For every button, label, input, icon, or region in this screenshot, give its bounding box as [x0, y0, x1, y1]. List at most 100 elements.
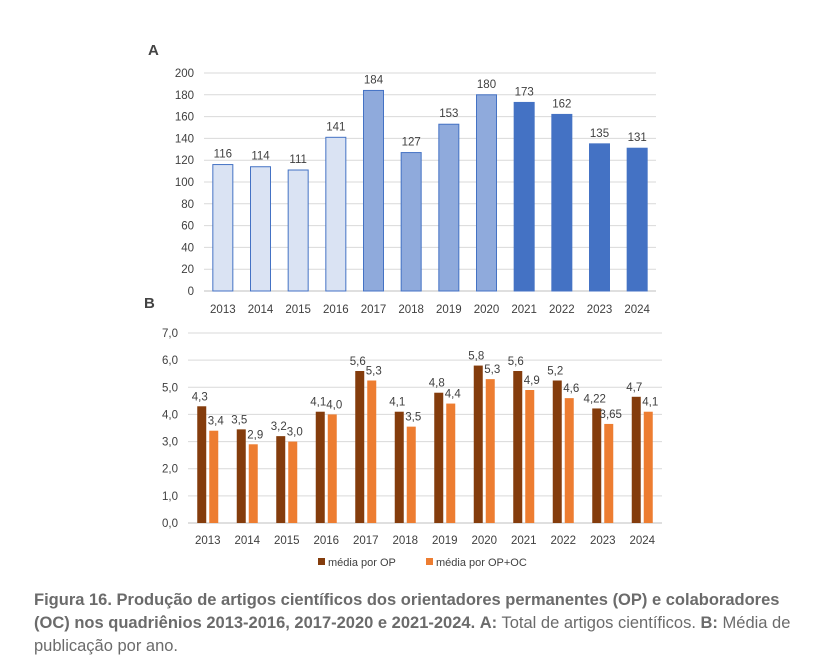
x-tick-label: 2021 [511, 535, 537, 547]
x-tick-label: 2020 [471, 535, 497, 547]
x-tick-label: 2014 [234, 535, 260, 547]
data-label: 4,1 [642, 397, 658, 409]
bar [438, 123, 460, 292]
bar [643, 411, 653, 523]
y-tick-label: 7,0 [162, 328, 178, 340]
data-label: 4,1 [310, 397, 326, 409]
data-label: 3,5 [231, 414, 247, 426]
data-label: 4,1 [389, 397, 405, 409]
y-tick-label: 40 [181, 242, 194, 254]
data-label: 141 [326, 121, 345, 133]
data-label: 3,0 [287, 427, 303, 439]
data-label: 5,3 [366, 366, 382, 378]
y-tick-label: 0 [188, 286, 194, 298]
bar [592, 408, 602, 523]
x-tick-label: 2018 [392, 535, 418, 547]
data-label: 3,2 [271, 421, 287, 433]
x-tick-label: 2019 [432, 535, 458, 547]
x-tick-label: 2016 [323, 304, 349, 316]
y-tick-label: 2,0 [162, 464, 178, 476]
bar [325, 136, 347, 292]
bar [406, 426, 416, 523]
bar [564, 398, 574, 523]
data-label: 2,9 [247, 429, 263, 441]
y-tick-label: 0,0 [162, 518, 178, 530]
data-label: 5,3 [484, 364, 500, 376]
data-label: 5,2 [547, 366, 563, 378]
y-tick-label: 6,0 [162, 355, 178, 367]
x-tick-label: 2022 [549, 304, 575, 316]
caption-a-text: Total de artigos científicos. [501, 614, 696, 632]
bar [248, 444, 258, 523]
data-label: 3,65 [600, 409, 622, 421]
chart-a: A 0 20 40 60 80 100 120 140 160 180 200 116 2013 114 20… [148, 42, 656, 316]
y-tick-label: 120 [175, 155, 194, 167]
bar [367, 380, 377, 523]
x-tick-label: 2023 [590, 535, 616, 547]
bar [513, 371, 523, 523]
bar [476, 94, 497, 292]
bar [485, 379, 495, 523]
x-tick-label: 2014 [248, 304, 274, 316]
data-label: 4,22 [584, 393, 606, 405]
x-tick-label: 2019 [436, 304, 462, 316]
bar [604, 423, 614, 523]
x-tick-label: 2015 [285, 304, 311, 316]
panel-label-b: B [144, 295, 155, 312]
data-label: 5,6 [350, 356, 366, 368]
data-label: 3,4 [208, 416, 225, 428]
y-tick-label: 200 [175, 68, 194, 80]
x-tick-label: 2021 [511, 304, 537, 316]
bar [327, 414, 337, 523]
bar [551, 113, 573, 292]
legend-swatch [318, 558, 325, 565]
bar [589, 143, 610, 292]
bar [288, 441, 298, 523]
x-tick-label: 2022 [550, 535, 576, 547]
data-label: 5,8 [468, 351, 484, 363]
data-label: 4,0 [326, 399, 342, 411]
y-tick-label: 140 [175, 133, 194, 145]
data-label: 153 [439, 108, 458, 120]
bar [626, 147, 648, 292]
y-tick-label: 60 [181, 221, 194, 233]
bar [355, 371, 365, 523]
data-label: 4,9 [524, 375, 540, 387]
y-tick-label: 1,0 [162, 491, 178, 503]
y-tick-label: 20 [181, 264, 194, 276]
bar [276, 436, 286, 523]
data-label: 116 [214, 149, 232, 161]
data-label: 135 [590, 128, 609, 140]
bar [631, 396, 641, 523]
x-tick-label: 2020 [474, 304, 500, 316]
data-label: 180 [477, 79, 496, 91]
bar [250, 166, 271, 292]
caption-b-label: B: [700, 614, 718, 632]
data-label: 127 [402, 137, 421, 149]
x-tick-label: 2013 [195, 535, 221, 547]
panel-label-a: A [148, 42, 159, 59]
data-label: 4,8 [429, 378, 445, 390]
data-label: 184 [364, 74, 384, 86]
figure-caption: Figura 16. Produção de artigos científic… [34, 589, 794, 658]
x-tick-label: 2017 [361, 304, 387, 316]
data-label: 162 [552, 98, 571, 110]
legend-label: média por OP+OC [436, 557, 527, 569]
bar [446, 403, 456, 523]
bar [236, 429, 246, 523]
y-tick-label: 4,0 [162, 409, 178, 421]
bar [473, 365, 483, 523]
bar [212, 164, 234, 292]
bar [394, 411, 404, 523]
data-label: 111 [289, 154, 306, 166]
caption-bold: Figura 16. Produção de artigos científic… [34, 591, 780, 632]
y-tick-label: 5,0 [162, 382, 178, 394]
x-tick-label: 2013 [210, 304, 236, 316]
y-tick-label: 180 [175, 90, 194, 102]
bar [434, 392, 444, 523]
bar [287, 169, 309, 292]
bar [363, 89, 384, 292]
data-label: 5,6 [508, 356, 524, 368]
bar [209, 430, 219, 523]
